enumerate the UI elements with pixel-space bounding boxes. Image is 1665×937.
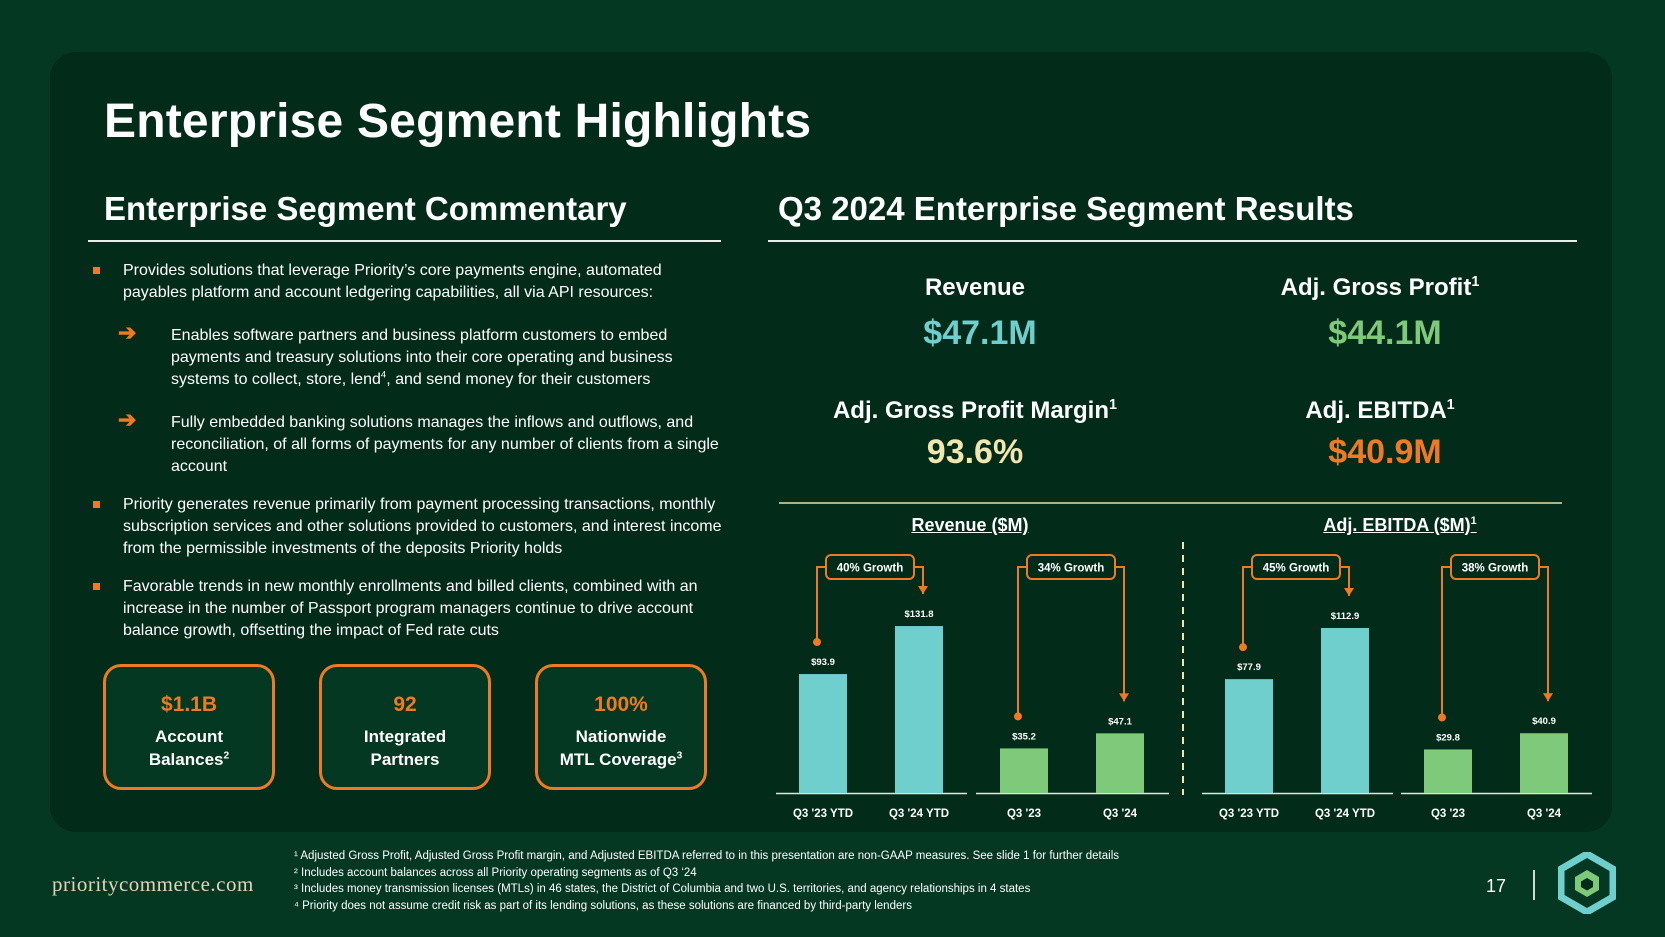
growth-arrowhead [1119,693,1129,702]
stat-mtl-coverage: 100% Nationwide MTL Coverage3 [535,664,707,790]
growth-badge [1251,554,1341,580]
chart-category-label: Q3 '23 [1431,808,1465,820]
growth-badge [1450,554,1540,580]
footnote-4: ⁴ Priority does not assume credit risk a… [294,899,912,912]
growth-start-dot [1014,712,1022,721]
arrow-right-icon: ➔ [118,407,137,432]
chart-category-label: Q3 '24 [1103,808,1138,820]
bullet-text: Provides solutions that leverage Priorit… [123,262,662,301]
chart-title-adj-ebitda: Adj. EBITDA ($M)1 [1323,515,1477,535]
page-number: 17 [1486,876,1507,896]
chart-data-label: $77.9 [1237,662,1261,673]
metric-label-adj-gross-profit: Adj. Gross Profit1 [1280,274,1480,301]
bullet-marker [93,267,100,274]
page-number-divider [1533,870,1535,900]
stat-label: Account Balances2 [148,727,230,769]
chart-data-label: $35.2 [1012,731,1036,742]
footnotes: ¹ Adjusted Gross Profit, Adjusted Gross … [294,848,1119,914]
growth-start-dot [1239,643,1247,652]
metric-label-revenue: Revenue [924,274,1026,301]
stat-value: 92 [393,693,417,716]
chart-bar [1424,749,1472,793]
metrics-divider [779,502,1562,504]
growth-badge-label: 45% Growth [1263,563,1329,575]
growth-arrowhead [1344,587,1354,596]
growth-badge-label: 40% Growth [837,563,903,575]
stat-label: Integrated Partners [363,727,447,769]
growth-badge-label: 38% Growth [1462,563,1528,575]
growth-arrowhead [1543,693,1553,702]
chart-data-label: $131.8 [904,609,933,620]
chart-bar [1321,627,1369,793]
growth-badge [1026,554,1116,580]
bullet-marker [93,583,100,590]
footer-url[interactable]: prioritycommerce.com [52,872,254,896]
growth-connector [1441,566,1549,718]
footnote-1: ¹ Adjusted Gross Profit, Adjusted Gross … [294,850,1120,862]
growth-badge [825,554,915,580]
chart-bar [1520,733,1568,793]
commentary-title: Enterprise Segment Commentary [104,190,627,227]
commentary-sub-bullet-1: Enables software partners and business p… [171,327,673,388]
chart-data-label: $112.9 [1331,611,1360,622]
chart-category-label: Q3 '24 YTD [889,808,949,820]
chart-data-label: $47.1 [1108,716,1132,727]
commentary-divider [88,240,721,242]
growth-start-dot [813,638,821,647]
metric-label-adj-gross-profit-margin: Adj. Gross Profit Margin1 [832,397,1118,424]
chart-data-label: $40.9 [1532,716,1556,727]
metric-value-adj-gross-profit: $44.1M [1328,314,1442,352]
footnote-2: ² Includes account balances across all P… [294,866,697,879]
chart-bar [1096,733,1144,793]
chart-data-label: $93.9 [811,657,835,668]
chart-category-label: Q3 '23 YTD [1219,808,1279,820]
metric-value-adj-ebitda: $40.9M [1328,433,1442,471]
stat-value: $1.1B [160,693,218,716]
metric-value-revenue: $47.1M [923,314,1037,352]
bullet-marker [93,501,100,508]
chart-category-label: Q3 '23 YTD [793,808,853,820]
chart-category-label: Q3 '24 YTD [1315,808,1375,820]
chart-category-label: Q3 '23 [1007,808,1041,820]
stat-integrated-partners: 92 Integrated Partners [319,664,491,790]
priority-logo-icon [1558,852,1616,914]
page-title: Enterprise Segment Highlights [104,95,812,148]
bullet-text: Favorable trends in new monthly enrollme… [123,578,698,639]
chart-bar [895,626,943,793]
chart-bar [799,674,847,793]
growth-start-dot [1438,713,1446,722]
chart-data-label: $29.8 [1436,732,1460,743]
results-divider [768,240,1577,242]
footnote-3: ³ Includes money transmission licenses (… [294,883,1031,895]
growth-connector [1017,566,1125,717]
arrow-right-icon: ➔ [118,320,137,345]
metric-label-adj-ebitda: Adj. EBITDA1 [1305,397,1455,424]
growth-arrowhead [918,586,928,595]
metric-value-adj-gross-profit-margin: 93.6% [926,433,1024,471]
results-title: Q3 2024 Enterprise Segment Results [778,190,1354,227]
stat-account-balances: $1.1B Account Balances2 [103,664,275,790]
commentary-sub-bullet-2: Fully embedded banking solutions manages… [171,414,719,475]
growth-badge-label: 34% Growth [1038,563,1104,575]
chart-category-label: Q3 '24 [1527,808,1562,820]
chart-bar [1000,748,1048,793]
bullet-text: Priority generates revenue primarily fro… [123,496,722,557]
chart-bar [1225,679,1273,793]
stat-label: Nationwide MTL Coverage3 [559,727,683,769]
stat-value: 100% [594,693,648,716]
chart-title-revenue: Revenue ($M) [911,515,1029,535]
